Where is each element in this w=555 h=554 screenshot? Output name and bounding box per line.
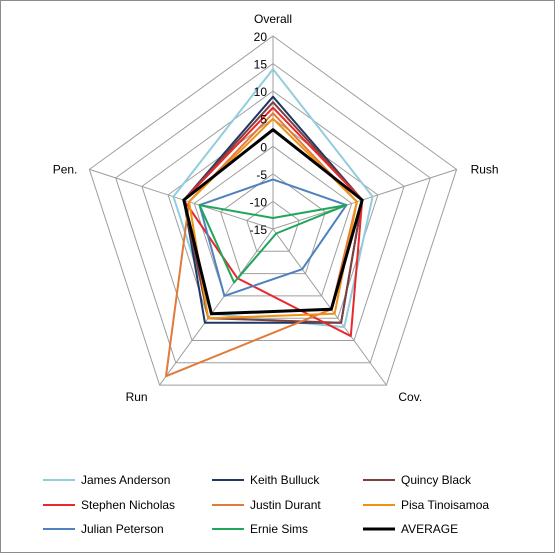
legend-label-4: Justin Durant: [250, 498, 321, 512]
tick-label-4: 0: [260, 140, 267, 154]
axis-label-3: Run: [126, 390, 148, 404]
grid-ring-2: [141, 90, 405, 341]
grid-ring-0: [88, 35, 458, 386]
series-line-8: [182, 128, 364, 316]
tick-label-0: 20: [254, 30, 268, 44]
legend-label-0: James Anderson: [81, 473, 170, 487]
legend-label-3: Stephen Nicholas: [81, 498, 175, 512]
axis-label-4: Pen.: [53, 162, 78, 176]
series-line-3: [182, 106, 364, 338]
legend-label-8: AVERAGE: [401, 522, 458, 536]
grid-ring-5: [220, 173, 326, 275]
series-line-6: [198, 178, 348, 297]
legend-label-1: Keith Bulluck: [250, 473, 320, 487]
tick-label-5: -5: [256, 168, 267, 182]
legend-label-7: Ernie Sims: [250, 522, 308, 536]
radar-series: [165, 68, 374, 378]
tick-label-1: 15: [254, 58, 268, 72]
tick-label-3: 5: [260, 113, 267, 127]
axis-label-1: Rush: [471, 162, 499, 176]
chart-legend: James Anderson Keith Bulluck Quincy Black S…: [43, 473, 489, 536]
spoke-1: [272, 168, 457, 230]
grid-ring-1: [115, 62, 431, 364]
tick-label-6: -10: [250, 195, 268, 209]
legend-label-6: Julian Peterson: [81, 522, 164, 536]
radar-spokes: [89, 36, 457, 386]
tick-label-7: -15: [250, 223, 268, 237]
series-line-7: [198, 204, 348, 284]
spoke-4: [89, 168, 274, 230]
radar-tick-labels: 20 15 10 5 0 -5 -10 -15: [250, 30, 268, 237]
radar-axis-labels: Overall Rush Cov. Run Pen.: [53, 12, 499, 404]
axis-label-0: Overall: [254, 12, 292, 26]
tick-label-2: 10: [254, 85, 268, 99]
series-line-5: [188, 117, 358, 320]
spoke-3: [159, 228, 274, 386]
legend-label-5: Pisa Tinoisamoa: [401, 498, 489, 512]
grid-ring-6: [246, 200, 300, 252]
axis-label-2: Cov.: [398, 390, 422, 404]
spoke-2: [272, 228, 387, 386]
legend-label-2: Quincy Black: [401, 473, 472, 487]
